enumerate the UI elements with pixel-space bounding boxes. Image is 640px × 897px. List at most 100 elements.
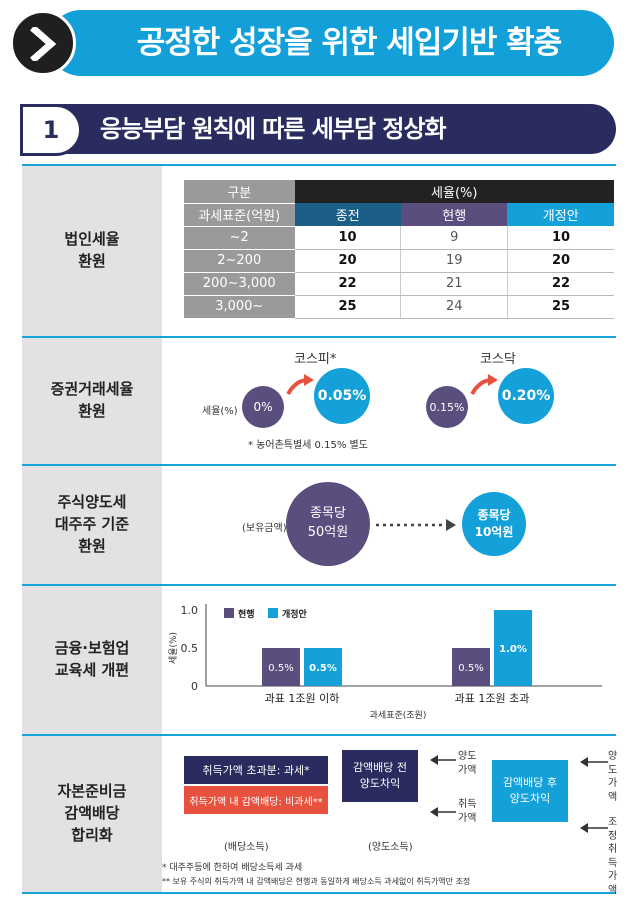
section-heading: 1 응능부담 원칙에 따른 세부담 정상화 xyxy=(20,104,616,156)
y-tick-label: 1.0 xyxy=(181,604,199,617)
table-row: 3,000~ 25 24 25 xyxy=(184,295,614,319)
table-row: 200~3,000 22 21 22 xyxy=(184,272,614,296)
row-label: 증권거래세율 환원 xyxy=(22,338,162,464)
row-body: (보유금액) 종목당 50억원 종목당 10억원 xyxy=(162,466,616,584)
legend-label: 개정안 xyxy=(282,608,308,620)
row-securities-tax: 증권거래세율 환원 코스피* 세율(%) 0% 0.05% * 농어촌특별세 0… xyxy=(22,336,616,464)
kosdaq-from-circle: 0.15% xyxy=(426,386,468,428)
row-label: 금융·보험업 교육세 개편 xyxy=(22,586,162,734)
current-rate-cell: 9 xyxy=(400,226,508,250)
threshold-to-circle: 종목당 10억원 xyxy=(462,492,526,556)
table-row: 2~200 20 19 20 xyxy=(184,249,614,273)
row-label: 주식양도세 대주주 기준 환원 xyxy=(22,466,162,584)
before-gain-box: 감액배당 전 양도차익 xyxy=(342,750,418,802)
transfer-price-label: 양도 가액 xyxy=(458,751,477,776)
acquisition-price-label: 취득 가액 xyxy=(458,799,477,824)
up-arrow-icon xyxy=(470,374,498,396)
row-body: 코스피* 세율(%) 0% 0.05% * 농어촌특별세 0.15% 별도 코스… xyxy=(162,338,616,464)
after-gain-line1: 감액배당 후 xyxy=(502,775,558,789)
bar xyxy=(494,610,532,686)
y-tick-label: 0.5 xyxy=(181,642,199,655)
old-rate-cell: 20 xyxy=(294,249,402,273)
old-rate-cell: 22 xyxy=(294,272,402,296)
after-gain-box: 감액배당 후 양도차익 xyxy=(492,760,568,822)
threshold-from-line1: 종목당 xyxy=(310,506,346,522)
before-gain-line2: 양도차익 xyxy=(359,777,401,790)
chevron-right-icon xyxy=(10,10,76,76)
row-label: 법인세율 환원 xyxy=(22,166,162,336)
table-row: ~2 10 9 10 xyxy=(184,226,614,250)
securities-note: * 농어촌특별세 0.15% 별도 xyxy=(248,440,368,451)
bracket-cell: ~2 xyxy=(184,226,295,250)
kospi-label: 코스피* xyxy=(294,352,337,367)
row-label: 자본준비금 감액배당 합리화 xyxy=(22,736,162,892)
current-rate-cell: 19 xyxy=(400,249,508,273)
header-banner xyxy=(48,10,614,76)
bar-value-label: 0.5% xyxy=(268,663,293,674)
bar-value-label: 1.0% xyxy=(499,644,527,655)
kospi-from-circle: 0% xyxy=(242,386,284,428)
header-current: 현행 xyxy=(400,203,508,226)
old-rate-cell: 25 xyxy=(294,295,402,319)
x-category-label: 과표 1조원 초과 xyxy=(455,692,530,705)
after-gain-line2: 양도차익 xyxy=(509,792,551,805)
threshold-to-line1: 종목당 xyxy=(477,507,511,522)
new-rate-cell: 20 xyxy=(507,249,614,273)
new-rate-cell: 22 xyxy=(507,272,614,296)
page-title: 공정한 성장을 위한 세입기반 확충 xyxy=(136,25,562,61)
header-old: 종전 xyxy=(294,203,401,226)
education-tax-bar-chart: 1.0 0.5 0 세율(%) 현행 개정안 0.5% 0.5% 과표 1조원 이하 0.5% 1.… xyxy=(168,604,602,721)
legend-swatch xyxy=(224,608,234,618)
adjusted-acquisition-price-label: 조정 취득 가액 xyxy=(608,817,618,896)
new-rate-cell: 25 xyxy=(507,295,614,319)
threshold-to-line2: 10억원 xyxy=(474,525,514,539)
corporate-tax-table: 구분 세율(%) 과세표준(억원) 종전 현행 개정안 ~2 10 9 10 2… xyxy=(184,180,614,319)
transfer-price-label: 양도 가액 xyxy=(608,751,618,803)
bracket-cell: 3,000~ xyxy=(184,295,295,319)
bar-value-label: 0.5% xyxy=(458,663,483,674)
legend-swatch xyxy=(268,608,278,618)
row-body: 구분 세율(%) 과세표준(억원) 종전 현행 개정안 ~2 10 9 10 2… xyxy=(162,166,616,336)
x-axis-label: 과세표준(조원) xyxy=(370,710,427,721)
bracket-arrows xyxy=(580,757,608,833)
y-axis-label: 세율(%) xyxy=(168,632,179,664)
current-rate-cell: 24 xyxy=(400,295,508,319)
section-number: 1 xyxy=(20,104,82,156)
row-education-tax: 금융·보험업 교육세 개편 1.0 0.5 0 세율(%) 현행 개정안 0.5% 0.5% 과… xyxy=(22,584,616,734)
threshold-from-circle: 종목당 50억원 xyxy=(286,482,370,566)
legend-label: 현행 xyxy=(238,608,255,620)
section-banner xyxy=(56,104,616,154)
taxed-box: 취득가액 초과분: 과세* xyxy=(184,756,328,784)
header-new: 개정안 xyxy=(507,203,614,226)
row-body: 1.0 0.5 0 세율(%) 현행 개정안 0.5% 0.5% 과표 1조원 이하 0.5% 1.… xyxy=(162,586,616,734)
y-tick-label: 0 xyxy=(191,680,198,693)
header-tax-base: 과세표준(억원) xyxy=(184,203,295,227)
x-category-label: 과표 1조원 이하 xyxy=(265,691,340,705)
new-rate-cell: 10 xyxy=(507,226,614,250)
header-category: 구분 xyxy=(184,180,295,204)
dividend-income-label: (배당소득) xyxy=(224,842,269,853)
header-rate: 세율(%) xyxy=(294,180,614,203)
threshold-from-line2: 50억원 xyxy=(307,525,349,540)
row-capital-reserve: 자본준비금 감액배당 합리화 취득가액 초과분: 과세* 취득가액 내 감액배당… xyxy=(22,734,618,896)
kosdaq-to-circle: 0.20% xyxy=(498,368,554,424)
kosdaq-label: 코스닥 xyxy=(480,352,516,367)
section-title: 응능부담 원칙에 따른 세부담 정상화 xyxy=(100,115,447,143)
before-gain-line1: 감액배당 전 xyxy=(352,760,408,774)
row-body: 취득가액 초과분: 과세* 취득가액 내 감액배당: 비과세** (배당소득) … xyxy=(162,736,618,896)
old-rate-cell: 10 xyxy=(294,226,402,250)
bracket-cell: 200~3,000 xyxy=(184,272,295,296)
kospi-to-circle: 0.05% xyxy=(314,368,370,424)
current-rate-cell: 21 xyxy=(400,272,508,296)
bracket-arrows xyxy=(430,755,456,817)
row-stock-transfer-tax: 주식양도세 대주주 기준 환원 (보유금액) 종목당 50억원 종목당 10억원 xyxy=(22,464,616,584)
rate-axis-label: 세율(%) xyxy=(202,406,238,417)
header: 공정한 성장을 위한 세입기반 확충 xyxy=(0,0,640,96)
bar xyxy=(262,648,300,686)
dotted-arrow-icon xyxy=(376,519,456,531)
up-arrow-icon xyxy=(286,374,314,396)
holding-amount-label: (보유금액) xyxy=(242,523,287,534)
note-1: * 대주주등에 한하여 배당소득세 과세 xyxy=(162,863,303,873)
row-corporate-tax: 법인세율 환원 구분 세율(%) 과세표준(억원) 종전 현행 개정안 ~2 1… xyxy=(22,164,616,336)
bar xyxy=(304,648,342,686)
